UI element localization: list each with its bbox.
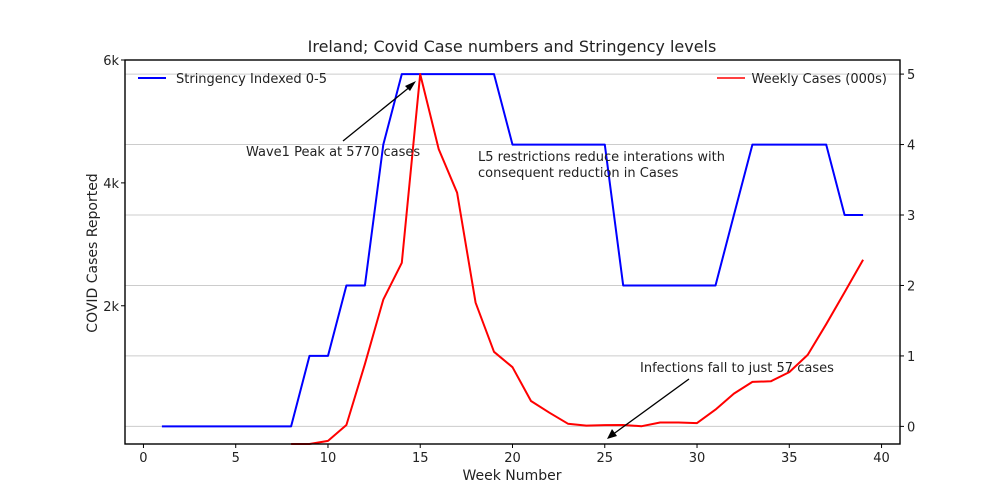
infections-arrow-head — [607, 429, 617, 439]
infections-arrow-shaft — [611, 378, 690, 436]
x-axis-label: Week Number — [462, 468, 561, 484]
right-tick-label: 0 — [907, 420, 915, 435]
annotation-arrows — [342, 81, 690, 439]
right-axis-ticks: 0 1 2 3 4 5 — [900, 68, 915, 435]
series-layer — [161, 73, 864, 445]
right-tick-label: 3 — [907, 209, 915, 224]
series-line-weekly-cases — [291, 73, 864, 445]
x-tick-label: 10 — [320, 451, 337, 466]
legend-label-cases: Weekly Cases (000s) — [751, 72, 887, 87]
right-tick-label: 1 — [907, 350, 915, 365]
x-tick-label: 0 — [139, 451, 147, 466]
x-tick-label: 5 — [232, 451, 240, 466]
chart-title: Ireland; Covid Case numbers and Stringen… — [308, 37, 717, 56]
x-tick-label: 15 — [412, 451, 429, 466]
annotation-wave1-peak: Wave1 Peak at 5770 cases — [246, 145, 420, 160]
left-tick-label: 2k — [103, 300, 119, 315]
x-tick-label: 35 — [781, 451, 798, 466]
x-tick-label: 25 — [596, 451, 613, 466]
series-line-stringency — [161, 73, 864, 428]
x-tick-label: 30 — [689, 451, 706, 466]
left-tick-label: 6k — [103, 54, 119, 69]
wave1-arrow-shaft — [342, 85, 412, 142]
y-axis-label: COVID Cases Reported — [85, 173, 101, 332]
right-tick-label: 5 — [907, 68, 915, 83]
legend-label-stringency: Stringency Indexed 0-5 — [176, 72, 327, 87]
annotation-infections-fall: Infections fall to just 57 cases — [640, 361, 834, 376]
left-axis-ticks: 2k 4k 6k — [103, 54, 125, 315]
x-tick-label: 20 — [504, 451, 521, 466]
x-axis-ticks: 0 5 10 15 20 25 30 35 40 — [139, 444, 890, 466]
annotation-l5-line1: L5 restrictions reduce interations with — [478, 150, 725, 165]
right-tick-label: 4 — [907, 139, 915, 154]
legend-stringency: Stringency Indexed 0-5 — [138, 72, 327, 87]
right-tick-label: 2 — [907, 279, 915, 294]
left-tick-label: 4k — [103, 177, 119, 192]
x-tick-label: 40 — [873, 451, 890, 466]
wave1-arrow-head — [405, 81, 416, 91]
legend-cases: Weekly Cases (000s) — [717, 72, 887, 87]
annotation-l5-line2: consequent reduction in Cases — [478, 166, 679, 181]
